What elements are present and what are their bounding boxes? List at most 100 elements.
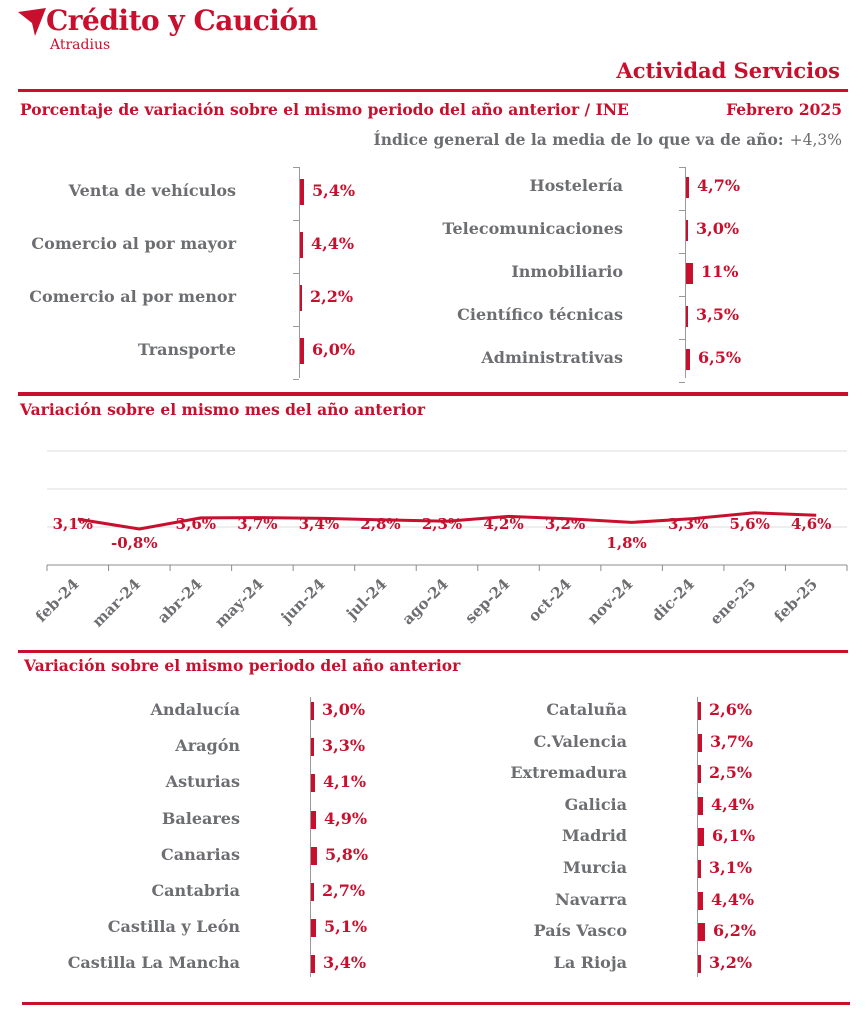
data-label: 3,2% bbox=[545, 515, 585, 533]
data-label: 4,2% bbox=[483, 515, 523, 533]
bar bbox=[300, 338, 304, 364]
bar-value: 6,0% bbox=[312, 340, 356, 359]
bar bbox=[698, 828, 704, 847]
bar-axis-tick bbox=[679, 253, 685, 254]
bar-value: 11% bbox=[701, 262, 739, 281]
bar-value: 2,5% bbox=[709, 763, 753, 783]
brand-sub: Atradius bbox=[50, 37, 111, 53]
bar-value: 5,8% bbox=[325, 844, 369, 864]
bar-value: 5,4% bbox=[312, 181, 356, 200]
bar-label: Galicia bbox=[564, 794, 627, 814]
bar-value: 3,4% bbox=[323, 953, 367, 973]
bar bbox=[698, 733, 702, 752]
bar-label: Telecomunicaciones bbox=[442, 219, 623, 238]
bar bbox=[300, 232, 303, 258]
bar-value: 3,0% bbox=[696, 219, 740, 238]
bar-value: 2,2% bbox=[310, 287, 354, 306]
bar-label: País Vasco bbox=[533, 921, 627, 941]
bar-label: Comercio al por menor bbox=[29, 287, 236, 306]
bar-label: Canarias bbox=[161, 844, 240, 864]
bar-label: Venta de vehículos bbox=[68, 181, 236, 200]
bar-label: Castilla La Mancha bbox=[67, 953, 240, 973]
bar-axis-tick bbox=[679, 167, 685, 168]
bar-value: 3,3% bbox=[322, 736, 366, 756]
x-tick-label: nov-24 bbox=[584, 575, 637, 628]
general-index: Índice general de la media de lo que va … bbox=[374, 130, 843, 149]
bar bbox=[698, 796, 703, 815]
bar bbox=[686, 176, 689, 198]
bar-value: 2,6% bbox=[709, 700, 753, 719]
data-label: -0,8% bbox=[111, 534, 158, 552]
bar-label: C.Valencia bbox=[533, 731, 627, 751]
data-label: 2,3% bbox=[422, 515, 462, 533]
bar-axis bbox=[299, 167, 300, 378]
header-rule bbox=[18, 89, 848, 92]
bar-value: 3,7% bbox=[710, 731, 754, 751]
bar bbox=[686, 219, 688, 241]
bar-axis-tick bbox=[679, 296, 685, 297]
bar-label: Asturias bbox=[165, 772, 240, 792]
bar-label: La Rioja bbox=[553, 952, 627, 972]
bar bbox=[686, 262, 693, 284]
bar bbox=[311, 810, 316, 829]
bar-value: 4,9% bbox=[324, 808, 368, 828]
section2-title: Variación sobre el mismo mes del año ant… bbox=[20, 400, 426, 419]
report-title: Actividad Servicios bbox=[616, 58, 840, 83]
bar-value: 3,1% bbox=[709, 858, 753, 877]
bar-label: Comercio al por mayor bbox=[31, 234, 236, 253]
bar bbox=[311, 883, 314, 901]
bar bbox=[686, 305, 688, 327]
data-label: 1,8% bbox=[606, 534, 646, 552]
data-label: 3,1% bbox=[53, 515, 93, 533]
bar bbox=[698, 891, 703, 910]
bar bbox=[311, 702, 314, 720]
brand-logo bbox=[16, 2, 296, 58]
bar-axis bbox=[685, 167, 686, 378]
bar-label: Inmobiliario bbox=[511, 262, 623, 281]
bar bbox=[311, 919, 316, 938]
bar-value: 4,4% bbox=[711, 794, 755, 814]
bar bbox=[698, 954, 701, 973]
x-tick-label: sep-24 bbox=[461, 575, 513, 627]
bar-value: 2,7% bbox=[322, 881, 366, 900]
x-tick-label: ago-24 bbox=[399, 575, 452, 628]
bar-axis-tick bbox=[293, 220, 299, 221]
bar-label: Navarra bbox=[555, 889, 627, 909]
bar-axis-tick bbox=[293, 379, 299, 380]
general-index-value: +4,3% bbox=[789, 131, 842, 149]
bar-value: 3,2% bbox=[709, 952, 753, 972]
section1-title: Porcentaje de variación sobre el mismo p… bbox=[20, 100, 629, 119]
footer-rule bbox=[22, 1002, 850, 1005]
bar bbox=[698, 860, 701, 878]
x-tick-label: feb-25 bbox=[770, 575, 821, 626]
data-label: 2,8% bbox=[360, 515, 400, 533]
x-tick-label: feb-24 bbox=[32, 575, 83, 626]
section2-rule bbox=[18, 650, 848, 653]
bar-label: Baleares bbox=[161, 808, 240, 828]
data-label: 4,6% bbox=[791, 515, 831, 533]
bar bbox=[698, 765, 701, 784]
bar-label: Cataluña bbox=[546, 700, 627, 719]
monthly-line-chart: 3,1% -0,8% 3,6% 3,7% 3,4% 2,8% 2,3% 4,2% 3,2% 1,8… bbox=[32, 450, 848, 631]
x-tick-label: dic-24 bbox=[648, 575, 698, 625]
bar-label: Científico técnicas bbox=[457, 305, 623, 324]
bar-axis bbox=[697, 697, 698, 977]
bar-label: Administrativas bbox=[481, 348, 623, 367]
brand-arrow-icon bbox=[18, 8, 46, 36]
bar-value: 3,5% bbox=[696, 305, 740, 324]
report-date: Febrero 2025 bbox=[726, 100, 842, 119]
bar-label: Madrid bbox=[562, 826, 627, 846]
bar bbox=[698, 702, 701, 720]
x-tick-label: oct-24 bbox=[525, 575, 575, 625]
data-label: 3,4% bbox=[299, 515, 339, 533]
bar bbox=[686, 348, 690, 370]
bar-label: Hostelería bbox=[529, 176, 624, 195]
bar-value: 4,4% bbox=[311, 234, 355, 253]
data-label: 5,6% bbox=[730, 515, 770, 533]
bar bbox=[300, 179, 304, 205]
bar-axis-tick bbox=[679, 210, 685, 211]
data-label: 3,7% bbox=[237, 515, 277, 533]
x-tick-label: ene-25 bbox=[706, 575, 759, 628]
bar-label: Murcia bbox=[563, 858, 627, 877]
bar bbox=[300, 285, 302, 311]
